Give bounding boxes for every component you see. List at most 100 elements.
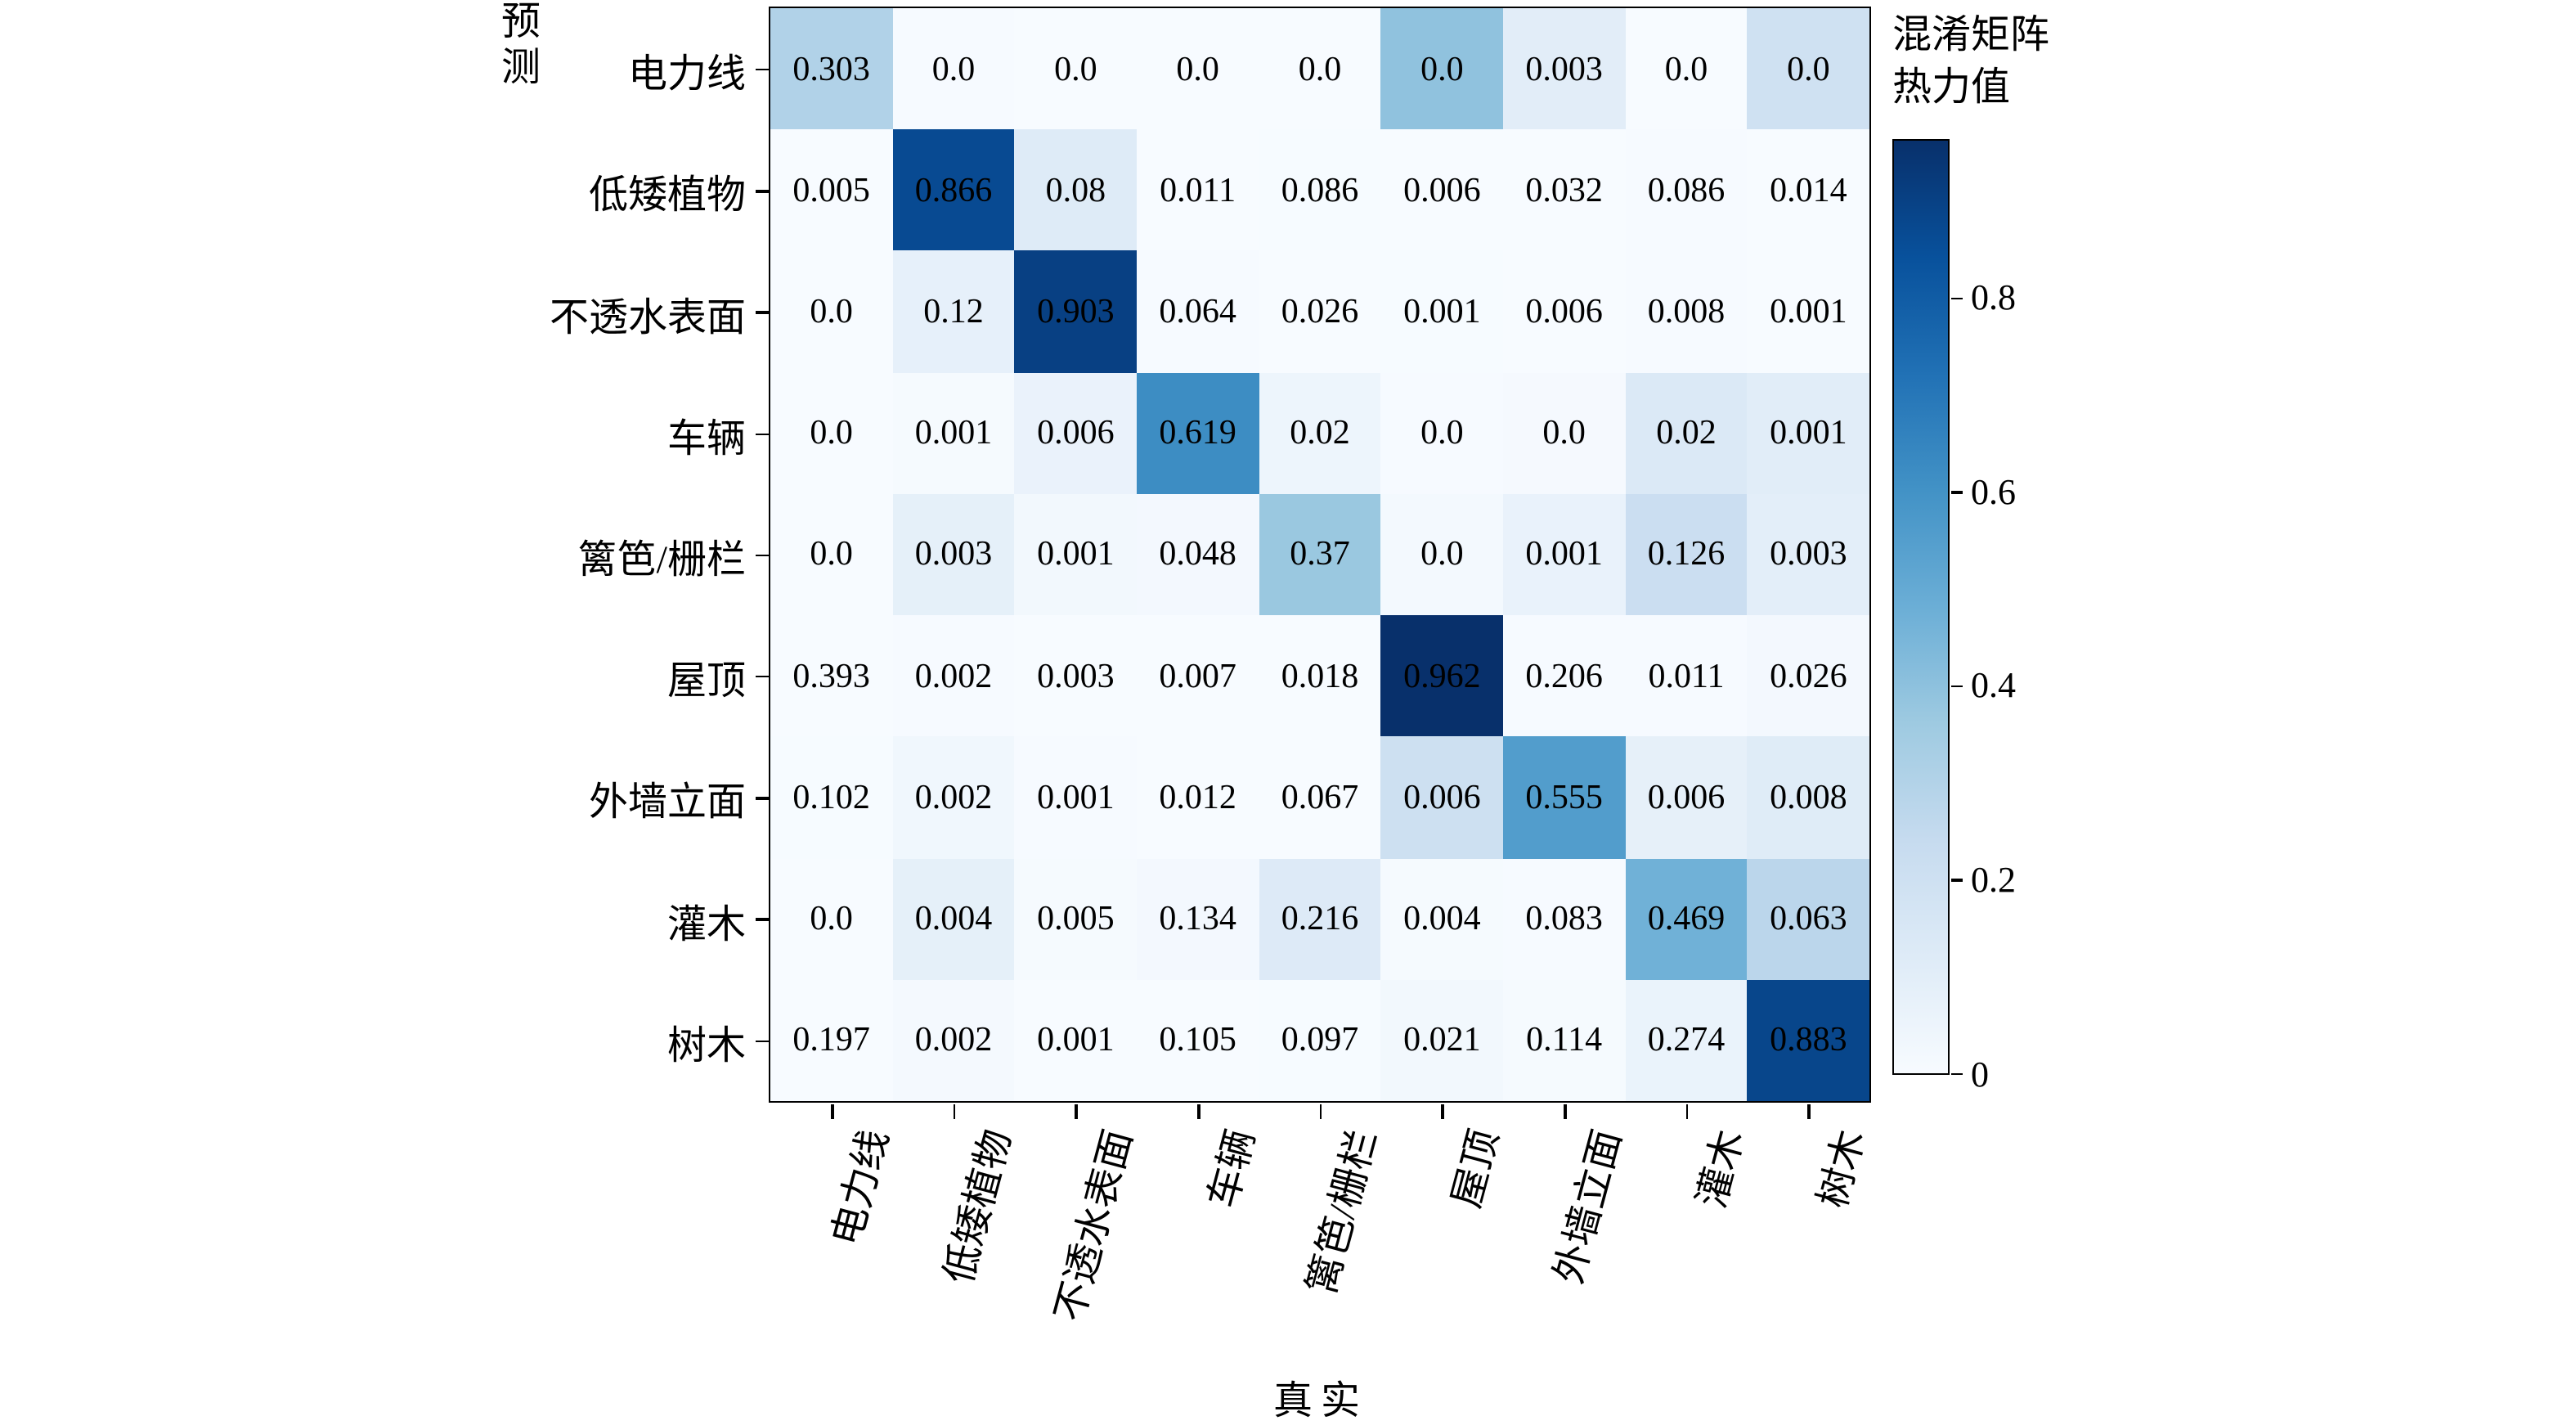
colorbar-tick bbox=[1951, 297, 1963, 300]
heatmap-cell: 0.0 bbox=[1502, 372, 1626, 494]
col-label: 外墙立面 bbox=[1548, 1126, 1631, 1289]
heatmap-cell: 0.0 bbox=[770, 250, 893, 373]
heatmap-cell: 0.002 bbox=[892, 979, 1015, 1101]
x-tick bbox=[1807, 1104, 1811, 1118]
row-label: 屋顶 bbox=[667, 661, 746, 704]
colorbar-title-line1: 混淆矩阵 bbox=[1892, 15, 2049, 57]
heatmap-cell: 0.134 bbox=[1136, 858, 1259, 980]
heatmap-cell: 0.866 bbox=[892, 129, 1015, 251]
y-axis-title: 预测 bbox=[494, 0, 536, 92]
heatmap-cell: 0.001 bbox=[1014, 979, 1137, 1101]
heatmap-cell: 0.003 bbox=[892, 493, 1015, 616]
heatmap-cell: 0.0 bbox=[1380, 372, 1503, 494]
row-label: 低矮植物 bbox=[589, 175, 746, 218]
heatmap-cell: 0.883 bbox=[1747, 979, 1869, 1101]
heatmap-cell: 0.619 bbox=[1136, 372, 1259, 494]
x-tick bbox=[1075, 1104, 1078, 1118]
colorbar-tick bbox=[1951, 491, 1963, 494]
heatmap-cell: 0.001 bbox=[1747, 372, 1869, 494]
heatmap-cell: 0.001 bbox=[892, 372, 1015, 494]
heatmap-cell: 0.002 bbox=[892, 736, 1015, 859]
col-label: 篱笆/栅栏 bbox=[1301, 1126, 1386, 1299]
heatmap-cell: 0.001 bbox=[1502, 493, 1626, 616]
heatmap-cell: 0.0 bbox=[892, 8, 1015, 130]
heatmap-cell: 0.026 bbox=[1259, 250, 1381, 373]
heatmap-cell: 0.0 bbox=[1380, 8, 1503, 130]
heatmap-cell: 0.102 bbox=[770, 736, 893, 859]
heatmap-cell: 0.032 bbox=[1502, 129, 1626, 251]
heatmap-cell: 0.026 bbox=[1747, 615, 1869, 737]
heatmap-cell: 0.003 bbox=[1502, 8, 1626, 130]
heatmap-cell: 0.0 bbox=[1380, 493, 1503, 616]
heatmap-cell: 0.08 bbox=[1014, 129, 1137, 251]
x-tick bbox=[1197, 1104, 1200, 1118]
x-tick bbox=[831, 1104, 834, 1118]
heatmap-cell: 0.012 bbox=[1136, 736, 1259, 859]
row-label: 篱笆/栅栏 bbox=[577, 539, 746, 582]
heatmap-cell: 0.02 bbox=[1625, 372, 1748, 494]
col-label: 车辆 bbox=[1202, 1126, 1264, 1213]
heatmap-cell: 0.083 bbox=[1502, 858, 1626, 980]
row-label: 树木 bbox=[667, 1025, 746, 1068]
heatmap-cell: 0.004 bbox=[892, 858, 1015, 980]
heatmap-cell: 0.02 bbox=[1259, 372, 1381, 494]
colorbar-tick-label: 0.2 bbox=[1971, 858, 2016, 900]
heatmap-cell: 0.011 bbox=[1625, 615, 1748, 737]
heatmap-cell: 0.064 bbox=[1136, 250, 1259, 373]
heatmap-cell: 0.12 bbox=[892, 250, 1015, 373]
colorbar-tick bbox=[1951, 879, 1963, 882]
heatmap-cell: 0.37 bbox=[1259, 493, 1381, 616]
heatmap-cell: 0.004 bbox=[1380, 858, 1503, 980]
heatmap-cell: 0.006 bbox=[1502, 250, 1626, 373]
colorbar-gradient bbox=[1894, 141, 1948, 1073]
row-label: 不透水表面 bbox=[550, 297, 746, 340]
heatmap-cell: 0.003 bbox=[1747, 493, 1869, 616]
heatmap-cell: 0.001 bbox=[1747, 250, 1869, 373]
col-label: 屋顶 bbox=[1446, 1126, 1509, 1213]
heatmap-cell: 0.005 bbox=[770, 129, 893, 251]
row-label: 电力线 bbox=[628, 54, 746, 97]
x-tick bbox=[1319, 1104, 1322, 1118]
y-tick bbox=[755, 311, 769, 314]
heatmap-cell: 0.206 bbox=[1502, 615, 1626, 737]
heatmap-cell: 0.001 bbox=[1380, 250, 1503, 373]
colorbar-tick bbox=[1951, 685, 1963, 688]
heatmap-cell: 0.0 bbox=[1259, 8, 1381, 130]
heatmap-grid: 0.303 0.0 0.0 0.0 0.0 0.0 0.003 0.0 0.0 0.005 0.86… bbox=[769, 7, 1871, 1103]
colorbar-tick-label: 0.4 bbox=[1971, 664, 2016, 706]
colorbar-title: 混淆矩阵 热力值 bbox=[1892, 10, 2049, 116]
x-tick bbox=[953, 1104, 956, 1118]
x-tick bbox=[1685, 1104, 1689, 1118]
col-label: 低矮植物 bbox=[937, 1126, 1020, 1289]
y-tick bbox=[755, 797, 769, 800]
heatmap-cell: 0.097 bbox=[1259, 979, 1381, 1101]
col-label: 灌木 bbox=[1690, 1126, 1752, 1213]
heatmap-cell: 0.005 bbox=[1014, 858, 1137, 980]
heatmap-cell: 0.0 bbox=[1136, 8, 1259, 130]
heatmap-cell: 0.216 bbox=[1259, 858, 1381, 980]
heatmap-cell: 0.962 bbox=[1380, 615, 1503, 737]
heatmap-cell: 0.105 bbox=[1136, 979, 1259, 1101]
colorbar-tick-label: 0.6 bbox=[1971, 470, 2016, 512]
heatmap-cell: 0.393 bbox=[770, 615, 893, 737]
x-tick bbox=[1564, 1104, 1567, 1118]
heatmap-cell: 0.274 bbox=[1625, 979, 1748, 1101]
y-tick bbox=[755, 68, 769, 71]
y-tick bbox=[755, 1040, 769, 1043]
heatmap-cell: 0.197 bbox=[770, 979, 893, 1101]
col-label: 电力线 bbox=[825, 1126, 898, 1251]
colorbar-tick-label: 0 bbox=[1971, 1053, 1989, 1094]
heatmap-cell: 0.006 bbox=[1380, 736, 1503, 859]
row-label: 外墙立面 bbox=[589, 782, 746, 825]
row-label: 灌木 bbox=[667, 904, 746, 947]
heatmap-cell: 0.018 bbox=[1259, 615, 1381, 737]
heatmap-cell: 0.126 bbox=[1625, 493, 1748, 616]
heatmap-cell: 0.303 bbox=[770, 8, 893, 130]
heatmap-cell: 0.048 bbox=[1136, 493, 1259, 616]
y-tick bbox=[755, 675, 769, 678]
heatmap-cell: 0.0 bbox=[1625, 8, 1748, 130]
x-tick bbox=[1441, 1104, 1444, 1118]
heatmap-cell: 0.903 bbox=[1014, 250, 1137, 373]
heatmap-cell: 0.067 bbox=[1259, 736, 1381, 859]
